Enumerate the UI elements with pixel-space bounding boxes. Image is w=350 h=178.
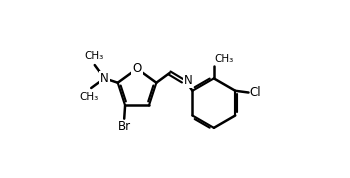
Text: N: N [100, 72, 109, 85]
Text: Br: Br [118, 121, 131, 134]
Text: N: N [184, 74, 192, 87]
Text: CH₃: CH₃ [84, 51, 104, 61]
Text: CH₃: CH₃ [80, 92, 99, 102]
Text: CH₃: CH₃ [215, 54, 234, 64]
Text: Cl: Cl [250, 86, 261, 99]
Text: O: O [132, 62, 142, 75]
